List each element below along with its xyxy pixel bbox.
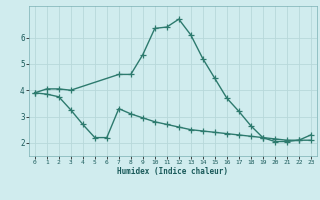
X-axis label: Humidex (Indice chaleur): Humidex (Indice chaleur) [117, 167, 228, 176]
